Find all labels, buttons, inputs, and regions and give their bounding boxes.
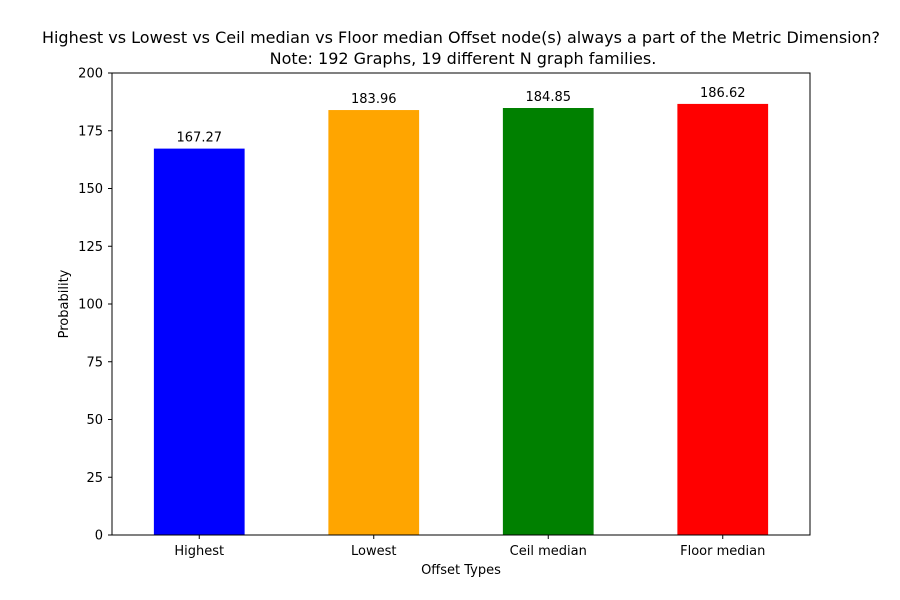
- chart-title: Highest vs Lowest vs Ceil median vs Floo…: [42, 28, 880, 47]
- data-labels-layer: 167.27 183.96 184.85 186.62: [177, 86, 746, 146]
- x-axis-label: Offset Types: [421, 563, 501, 578]
- y-tick-label: 200: [78, 67, 103, 82]
- x-tick-label: Ceil median: [510, 544, 587, 559]
- bars-layer: [153, 103, 769, 536]
- y-tick-label: 150: [78, 182, 103, 197]
- x-tick-label: Lowest: [351, 544, 396, 559]
- bar-lowest: [328, 110, 420, 536]
- x-tick-label: Highest: [174, 544, 224, 559]
- bar-highest: [153, 148, 245, 536]
- x-axis-ticks: Highest Lowest Ceil median Floor median: [174, 535, 765, 559]
- data-label: 186.62: [700, 86, 746, 101]
- data-label: 167.27: [177, 131, 223, 146]
- y-axis-ticks: 0 25 50 75 100 125 150 175 200: [78, 67, 112, 544]
- y-tick-label: 50: [86, 413, 103, 428]
- data-label: 184.85: [526, 90, 572, 105]
- x-tick-label: Floor median: [680, 544, 765, 559]
- y-tick-label: 175: [78, 124, 103, 139]
- y-tick-label: 0: [95, 529, 103, 544]
- y-tick-label: 25: [86, 471, 103, 486]
- y-tick-label: 100: [78, 298, 103, 313]
- y-tick-label: 125: [78, 240, 103, 255]
- data-label: 183.96: [351, 92, 397, 107]
- y-axis-label: Probability: [57, 269, 72, 338]
- chart-subtitle: Note: 192 Graphs, 19 different N graph f…: [270, 49, 657, 68]
- bar-ceil-median: [502, 108, 594, 535]
- y-tick-label: 75: [86, 355, 103, 370]
- bar-floor-median: [677, 103, 769, 535]
- plot-frame: [111, 72, 811, 536]
